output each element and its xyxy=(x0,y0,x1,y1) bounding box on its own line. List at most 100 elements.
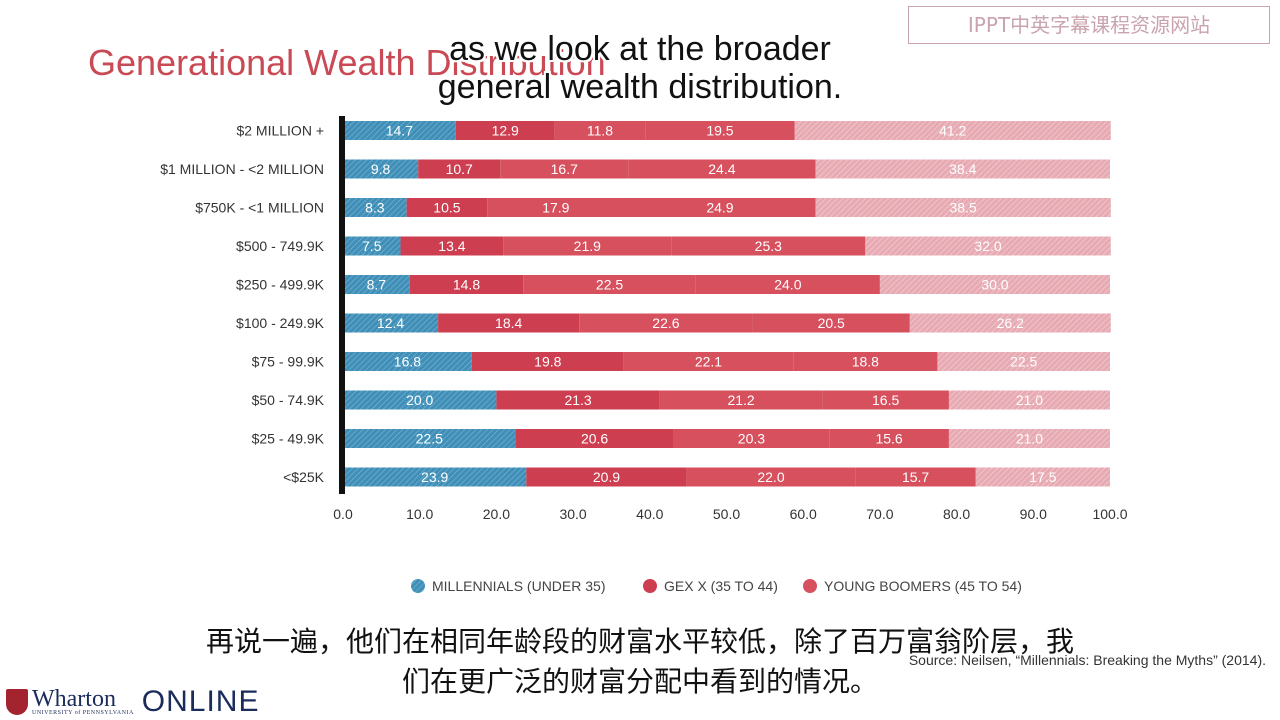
bar-value-label: 17.5 xyxy=(1029,469,1056,485)
bar-segment-4-row-3 xyxy=(624,198,816,217)
bar-segment-2-row-6 xyxy=(438,313,580,333)
bar-value-label: 16.5 xyxy=(872,392,899,408)
category-label: $50 - 74.9K xyxy=(252,392,325,408)
category-label: $250 - 499.9K xyxy=(236,277,325,293)
logo-wharton: Wharton xyxy=(32,686,116,712)
bar-value-label: 22.1 xyxy=(695,354,722,370)
bar-value-label: 41.2 xyxy=(939,123,966,139)
x-tick-label: 50.0 xyxy=(713,506,740,522)
bar-segment-1-row-5 xyxy=(343,275,410,294)
bar-segment-4-row-1 xyxy=(645,121,795,140)
legend-label: GEX X (35 TO 44) xyxy=(664,578,778,594)
bar-value-label: 21.0 xyxy=(1016,392,1043,408)
x-tick-label: 60.0 xyxy=(790,506,817,522)
bar-value-label: 8.3 xyxy=(365,200,385,216)
bar-segment-5-row-2 xyxy=(815,159,1110,179)
bar-segment-4-row-6 xyxy=(752,313,910,333)
subtitle-zh-line2: 们在更广泛的财富分配中看到的情况。 xyxy=(401,665,878,698)
bar-segment-1-row-10 xyxy=(343,467,527,487)
x-tick-label: 10.0 xyxy=(406,506,433,522)
bar-value-label: 19.8 xyxy=(534,354,561,370)
bars-group: 14.7 12.9 11.8 19.5 41.2 9.8 10.7 16.7 24.4 38.4 8… xyxy=(343,121,1111,487)
bar-segment-3-row-10 xyxy=(686,467,856,487)
bar-value-label: 20.5 xyxy=(818,315,845,331)
bar-segment-1-row-8 xyxy=(343,390,497,410)
bar-value-label: 13.4 xyxy=(438,238,465,254)
bar-segment-2-row-4 xyxy=(400,236,504,256)
bar-value-label: 7.5 xyxy=(362,238,382,254)
bar-value-label: 17.9 xyxy=(542,200,569,216)
bar-value-label: 12.9 xyxy=(492,123,519,139)
bar-value-label: 20.6 xyxy=(581,431,608,447)
x-tick-label: 30.0 xyxy=(559,506,586,522)
bar-value-label: 22.5 xyxy=(416,431,443,447)
bar-segment-4-row-4 xyxy=(671,236,866,256)
legend-label: MILLENNIALS (UNDER 35) xyxy=(432,578,606,594)
bar-value-label: 23.9 xyxy=(421,469,448,485)
bar-segment-2-row-3 xyxy=(406,198,488,217)
bar-segment-2-row-9 xyxy=(515,429,674,448)
bar-segment-1-row-1 xyxy=(343,121,456,140)
bar-value-label: 20.0 xyxy=(406,392,433,408)
bar-value-label: 26.2 xyxy=(997,315,1024,331)
bar-segment-1-row-2 xyxy=(343,159,419,179)
bar-segment-3-row-4 xyxy=(503,236,672,256)
bar-segment-4-row-2 xyxy=(628,159,816,179)
bar-segment-3-row-7 xyxy=(623,352,794,371)
bar-value-label: 38.4 xyxy=(949,161,976,177)
bar-segment-5-row-7 xyxy=(937,352,1110,371)
bar-segment-1-row-4 xyxy=(343,236,401,256)
bar-value-label: 10.7 xyxy=(446,161,473,177)
bar-segment-1-row-6 xyxy=(343,313,439,333)
bar-segment-4-row-7 xyxy=(793,352,938,371)
bar-value-label: 22.5 xyxy=(596,277,623,293)
watermark: IPPT中英字幕课程资源网站 xyxy=(908,6,1270,44)
category-label: $100 - 249.9K xyxy=(236,315,325,331)
bar-segment-4-row-8 xyxy=(822,390,949,410)
bar-value-label: 15.7 xyxy=(902,469,929,485)
bar-segment-2-row-8 xyxy=(496,390,660,410)
bar-segment-1-row-9 xyxy=(343,429,516,448)
bar-segment-2-row-10 xyxy=(526,467,687,487)
bar-segment-3-row-9 xyxy=(673,429,830,448)
x-tick-label: 20.0 xyxy=(483,506,510,522)
bar-segment-2-row-2 xyxy=(418,159,501,179)
bar-value-label: 22.6 xyxy=(652,315,679,331)
x-tick-label: 40.0 xyxy=(636,506,663,522)
bar-value-label: 38.5 xyxy=(949,200,976,216)
category-label: <$25K xyxy=(283,469,325,485)
bar-value-label: 12.4 xyxy=(377,315,404,331)
bar-segment-5-row-3 xyxy=(815,198,1111,217)
subtitle-en-line1: as we look at the broader xyxy=(449,30,831,68)
bar-segment-3-row-5 xyxy=(523,275,696,294)
bar-value-label: 16.7 xyxy=(551,161,578,177)
category-label: $75 - 99.9K xyxy=(252,354,325,370)
logo-university: UNIVERSITY of PENNSYLVANIA xyxy=(32,710,134,716)
bar-value-label: 14.8 xyxy=(453,277,480,293)
bar-value-label: 21.2 xyxy=(727,392,754,408)
bar-segment-1-row-3 xyxy=(343,198,407,217)
bar-value-label: 19.5 xyxy=(706,123,733,139)
bar-segment-5-row-5 xyxy=(879,275,1110,294)
bar-value-label: 11.8 xyxy=(587,123,613,139)
bar-value-label: 22.0 xyxy=(757,469,784,485)
bar-segment-4-row-10 xyxy=(855,467,976,487)
bar-value-label: 18.8 xyxy=(852,354,879,370)
bar-segment-2-row-7 xyxy=(471,352,624,371)
bar-segment-4-row-5 xyxy=(695,275,880,294)
category-label: $2 MILLION + xyxy=(236,123,324,139)
bar-value-label: 16.8 xyxy=(394,354,421,370)
bar-value-label: 21.9 xyxy=(574,238,601,254)
bar-segment-2-row-1 xyxy=(455,121,555,140)
category-label: $500 - 749.9K xyxy=(236,238,325,254)
x-tick-label: 90.0 xyxy=(1020,506,1047,522)
bar-segment-3-row-3 xyxy=(487,198,625,217)
subtitle-zh-line1: 再说一遍，他们在相同年龄段的财富水平较低，除了百万富翁阶层，我 xyxy=(205,625,1074,658)
bar-value-label: 24.9 xyxy=(706,200,733,216)
bar-segment-5-row-9 xyxy=(948,429,1110,448)
bar-segment-4-row-9 xyxy=(829,429,949,448)
bar-segment-3-row-1 xyxy=(554,121,646,140)
bar-value-label: 24.0 xyxy=(774,277,801,293)
